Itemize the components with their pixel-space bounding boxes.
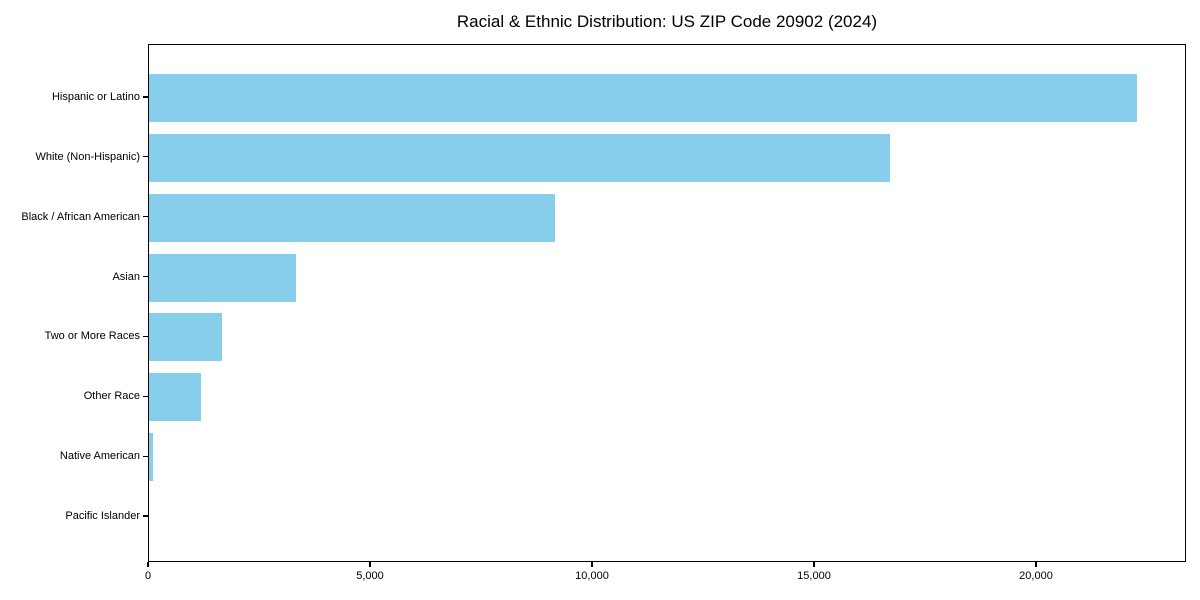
- y-tick-mark: [143, 275, 148, 278]
- bar: [149, 313, 223, 362]
- y-tick-label: Black / African American: [21, 210, 140, 223]
- bar: [149, 193, 555, 242]
- y-tick-mark: [143, 395, 148, 397]
- y-tick-mark: [143, 515, 148, 517]
- x-tick-label: 5,000: [356, 570, 384, 582]
- y-tick-label: Native American: [59, 450, 140, 463]
- x-tick-label: 15,000: [797, 570, 831, 582]
- y-tick-label: Hispanic or Latino: [51, 91, 140, 103]
- y-tick-mark: [143, 156, 148, 158]
- x-tick-mark: [591, 562, 593, 567]
- bar: [149, 253, 297, 302]
- y-tick-mark: [143, 216, 148, 218]
- x-tick-mark: [369, 562, 371, 567]
- y-tick-mark: [143, 96, 148, 98]
- chart-title: Racial & Ethnic Distribution: US ZIP Cod…: [456, 12, 878, 31]
- y-tick-mark: [143, 455, 148, 457]
- bar: [149, 74, 1137, 122]
- x-tick-label: 10,000: [575, 570, 609, 582]
- y-tick-label: White (Non-Hispanic): [35, 150, 140, 163]
- bar: [149, 373, 201, 422]
- x-tick-mark: [147, 562, 149, 567]
- y-tick-mark: [143, 335, 148, 337]
- x-tick-mark: [1035, 562, 1037, 567]
- plot-area: [148, 44, 1186, 562]
- y-tick-label: Pacific Islander: [65, 509, 140, 522]
- bar: [149, 133, 891, 182]
- bar: [149, 433, 154, 482]
- x-tick-mark: [813, 562, 815, 567]
- y-tick-label: Other Race: [83, 390, 140, 403]
- x-tick-label: 0: [144, 570, 152, 582]
- y-tick-label: Two or More Races: [44, 330, 140, 343]
- y-tick-label: Asian: [112, 270, 140, 283]
- x-tick-label: 20,000: [1019, 570, 1053, 582]
